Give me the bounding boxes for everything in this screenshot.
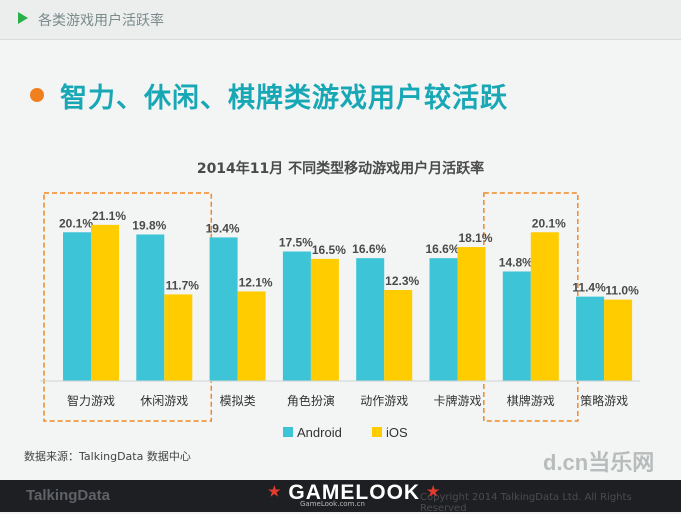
- gamelook-logo: ★ GAMELOOK ★: [268, 481, 440, 505]
- bar-android: [63, 232, 91, 381]
- bar-chart: 20.1%21.1%智力游戏19.8%11.7%休闲游戏19.4%12.1%模拟…: [40, 192, 640, 440]
- data-label: 14.8%: [499, 255, 533, 269]
- bar-android: [209, 237, 238, 381]
- data-label: 19.8%: [132, 218, 166, 232]
- bar-android: [136, 234, 165, 381]
- category-label: 休闲游戏: [140, 394, 188, 408]
- legend-swatch-android: [283, 427, 293, 437]
- category-label: 策略游戏: [580, 393, 628, 408]
- bar-ios: [384, 289, 413, 381]
- gamelook-text: GAMELOOK: [288, 481, 421, 504]
- footer-bar: [0, 480, 681, 512]
- category-label: 卡牌游戏: [433, 394, 481, 408]
- data-label: 20.1%: [59, 216, 93, 230]
- data-label: 18.1%: [458, 231, 492, 245]
- bar-android: [576, 296, 605, 381]
- bar-ios: [91, 224, 119, 381]
- bar-ios: [310, 258, 339, 381]
- data-label: 17.5%: [279, 236, 313, 250]
- bar-ios: [457, 247, 486, 381]
- data-label: 12.1%: [239, 275, 273, 289]
- data-label: 20.1%: [532, 216, 566, 230]
- bar-android: [502, 271, 531, 381]
- data-label: 11.4%: [572, 281, 606, 295]
- category-label: 棋牌游戏: [507, 394, 555, 408]
- data-label: 11.0%: [605, 284, 639, 298]
- category-label: 模拟类: [220, 394, 256, 408]
- data-source: 数据来源：TalkingData 数据中心: [24, 450, 191, 463]
- headline: 智力、休闲、棋牌类游戏用户较活跃: [60, 83, 508, 114]
- legend-label-android: Android: [297, 425, 342, 440]
- watermark: d.cn当乐网: [543, 450, 655, 475]
- bar-ios: [164, 294, 193, 381]
- bar-ios: [530, 232, 559, 381]
- bar-android: [429, 258, 458, 381]
- section-title: 各类游戏用户活跃率: [38, 13, 164, 29]
- bar-android: [282, 251, 311, 381]
- bullet-dot-icon: [30, 88, 44, 102]
- data-label: 16.6%: [352, 242, 386, 256]
- play-arrow-icon: [18, 12, 28, 24]
- bar-android: [356, 258, 385, 381]
- header-band: [0, 0, 681, 40]
- category-label: 动作游戏: [360, 394, 408, 408]
- copyright-text: Copyright 2014 TalkingData Ltd. All Righ…: [420, 492, 632, 514]
- category-label: 角色扮演: [287, 393, 335, 408]
- category-label: 智力游戏: [67, 393, 115, 408]
- data-label: 11.7%: [166, 278, 200, 292]
- legend-swatch-ios: [372, 427, 382, 437]
- data-label: 16.5%: [312, 243, 346, 257]
- star-icon: ★: [426, 483, 441, 499]
- data-label: 21.1%: [92, 209, 126, 223]
- bar-ios: [237, 291, 266, 381]
- legend-label-ios: iOS: [386, 425, 408, 440]
- talkingdata-logo: TalkingData: [26, 487, 110, 504]
- bar-ios: [604, 299, 633, 381]
- data-label: 19.4%: [206, 221, 240, 235]
- data-label: 16.6%: [425, 242, 459, 256]
- data-label: 12.3%: [385, 274, 419, 288]
- gamelook-url: GameLook.com.cn: [300, 500, 365, 508]
- star-icon: ★: [268, 483, 282, 499]
- chart-title: 2014年11月 不同类型移动游戏用户月活跃率: [196, 161, 485, 177]
